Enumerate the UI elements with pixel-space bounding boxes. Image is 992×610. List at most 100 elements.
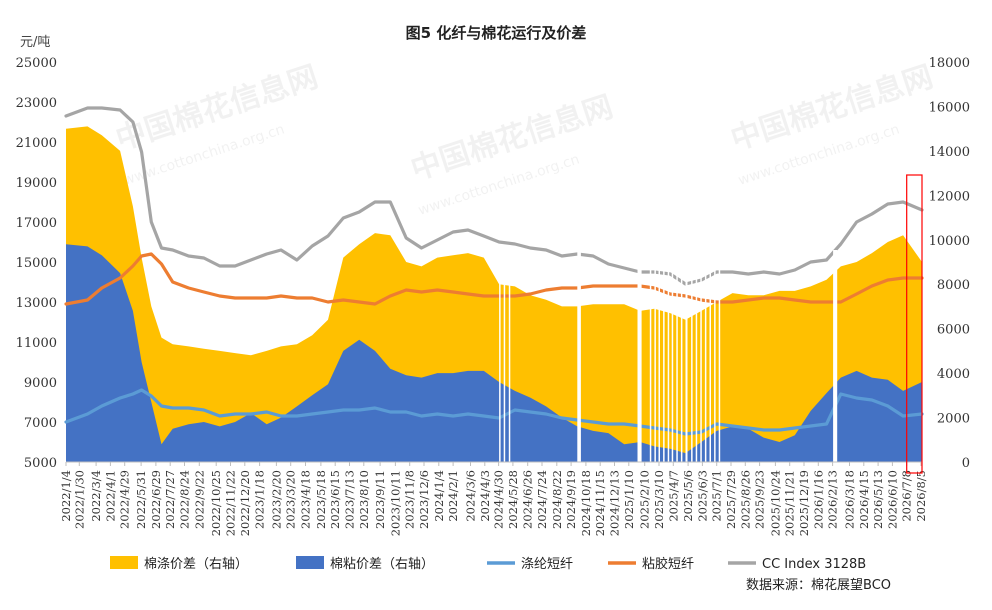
watermark-layer: 中国棉花信息网 www.cottonchina.org.cn 中国棉花信息网 w… bbox=[112, 59, 938, 218]
x-tick-label: 2023/1/18 bbox=[253, 470, 267, 529]
x-tick-label: 2023/11/8 bbox=[403, 470, 417, 529]
x-tick-label: 2023/4/18 bbox=[299, 470, 313, 529]
x-tick-label: 2024/7/24 bbox=[535, 470, 549, 529]
x-tick-label: 2023/5/18 bbox=[314, 470, 328, 529]
x-tick-label: 2026/6/10 bbox=[885, 470, 899, 529]
x-tick-label: 2026/3/18 bbox=[843, 470, 857, 529]
right-tick-label: 4000 bbox=[937, 367, 970, 382]
x-tick-label: 2022/3/4 bbox=[89, 470, 103, 522]
x-tick-label: 2024/5/28 bbox=[506, 470, 520, 529]
right-tick-label: 18000 bbox=[929, 56, 970, 71]
x-tick-label: 2022/11/22 bbox=[224, 470, 238, 536]
x-tick-label: 2025/1/10 bbox=[622, 470, 636, 529]
x-tick-label: 2023/6/15 bbox=[328, 470, 342, 529]
x-tick-label: 2023/12/6 bbox=[417, 470, 431, 529]
data-source-note: 数据来源：棉花展望BCO bbox=[746, 577, 891, 593]
x-tick-label: 2022/6/29 bbox=[149, 470, 163, 529]
data-gap bbox=[503, 250, 506, 462]
left-tick-label: 9000 bbox=[24, 376, 57, 391]
right-tick-label: 2000 bbox=[937, 412, 970, 427]
x-tick-label: 2024/10/18 bbox=[579, 470, 593, 536]
data-gap bbox=[685, 250, 688, 462]
left-tick-label: 19000 bbox=[16, 176, 57, 191]
data-gap bbox=[680, 250, 683, 462]
line-series-layer bbox=[64, 106, 924, 436]
x-tick-label: 2023/2/20 bbox=[269, 470, 283, 529]
x-tick-label: 2022/1/4 bbox=[59, 470, 73, 522]
x-tick-label: 2024/9/19 bbox=[564, 470, 578, 529]
x-tick-label: 2023/10/11 bbox=[388, 470, 402, 536]
legend-label: 棉粘价差（右轴） bbox=[330, 557, 434, 572]
x-axis-ticks: 2022/1/4 2022/1/30 2022/3/4 2022/4/1 2022/4/… bbox=[59, 462, 928, 536]
highlight-box bbox=[906, 174, 923, 474]
x-tick-label: 2024/6/26 bbox=[521, 470, 535, 529]
data-gap bbox=[499, 250, 501, 462]
data-gap bbox=[695, 250, 698, 462]
x-tick-label: 2025/10/24 bbox=[768, 470, 782, 536]
data-gap bbox=[676, 250, 678, 462]
x-tick-label: 2026/4/15 bbox=[857, 470, 871, 529]
x-tick-label: 2022/8/24 bbox=[178, 470, 192, 529]
legend-label: CC Index 3128B bbox=[762, 557, 866, 572]
x-tick-label: 2022/9/22 bbox=[192, 470, 206, 529]
data-gap bbox=[833, 250, 838, 462]
x-tick-label: 2022/5/31 bbox=[134, 470, 148, 529]
area-series-layer bbox=[66, 126, 922, 463]
x-tick-label: 2022/4/29 bbox=[118, 470, 132, 529]
line-series-3 bbox=[64, 252, 924, 306]
right-tick-label: 10000 bbox=[929, 234, 970, 249]
x-tick-label: 2025/5/6 bbox=[681, 470, 695, 522]
left-tick-label: 7000 bbox=[24, 416, 57, 431]
data-gap bbox=[658, 250, 660, 462]
data-gap bbox=[508, 250, 511, 462]
legend-label: 棉涤价差（右轴） bbox=[144, 557, 248, 572]
left-tick-label: 17000 bbox=[16, 216, 57, 231]
x-tick-label: 2023/7/13 bbox=[343, 470, 357, 529]
x-tick-label: 2022/1/30 bbox=[72, 470, 86, 529]
left-tick-label: 11000 bbox=[16, 336, 57, 351]
x-tick-label: 2025/6/3 bbox=[695, 470, 709, 522]
x-tick-label: 2024/4/3 bbox=[478, 470, 492, 522]
area-series-0 bbox=[66, 126, 922, 463]
data-gap bbox=[654, 250, 656, 462]
left-tick-label: 5000 bbox=[24, 456, 57, 471]
line-series-4 bbox=[64, 106, 924, 286]
x-tick-label: 2025/9/23 bbox=[753, 470, 767, 529]
x-tick-label: 2026/2/13 bbox=[826, 470, 840, 529]
data-gap bbox=[637, 250, 642, 462]
x-tick-label: 2026/5/13 bbox=[871, 470, 885, 529]
right-tick-label: 6000 bbox=[937, 323, 970, 338]
chart-title: 图5 化纤与棉花运行及价差 bbox=[406, 24, 587, 42]
x-tick-label: 2022/7/27 bbox=[163, 470, 177, 529]
x-tick-label: 2024/8/22 bbox=[550, 470, 564, 529]
legend: 棉涤价差（右轴） 棉粘价差（右轴） 涤纶短纤 粘胶短纤 CC Index 3128B bbox=[110, 556, 866, 572]
data-gap bbox=[691, 250, 693, 462]
x-tick-label: 2025/7/29 bbox=[724, 470, 738, 529]
missing-data-gaps bbox=[499, 250, 838, 462]
data-gap bbox=[577, 250, 581, 462]
x-tick-label: 2025/11/21 bbox=[783, 470, 797, 536]
x-tick-label: 2025/2/10 bbox=[638, 470, 652, 529]
left-tick-label: 15000 bbox=[16, 256, 57, 271]
right-tick-label: 0 bbox=[962, 456, 970, 471]
x-tick-label: 2025/8/26 bbox=[738, 470, 752, 529]
right-tick-label: 12000 bbox=[929, 189, 970, 204]
x-tick-label: 2024/2/1 bbox=[446, 470, 460, 522]
left-tick-label: 25000 bbox=[16, 56, 57, 71]
data-gap bbox=[671, 250, 674, 462]
x-tick-label: 2025/4/7 bbox=[666, 470, 680, 522]
left-axis-ticks: 5000 7000 9000 11000 13000 15000 17000 19000 210… bbox=[16, 56, 57, 471]
left-tick-label: 13000 bbox=[16, 296, 57, 311]
line-series-2 bbox=[64, 388, 924, 436]
data-gap bbox=[718, 250, 721, 462]
data-gap bbox=[700, 250, 702, 462]
x-tick-label: 2022/4/1 bbox=[103, 470, 117, 522]
right-tick-label: 8000 bbox=[937, 278, 970, 293]
legend-swatch bbox=[296, 556, 324, 569]
x-tick-label: 2023/3/20 bbox=[284, 470, 298, 529]
x-tick-label: 2024/1/4 bbox=[432, 470, 446, 522]
x-tick-label: 2025/7/1 bbox=[710, 470, 724, 522]
x-tick-label: 2022/12/20 bbox=[238, 470, 252, 536]
right-axis-ticks: 0 2000 4000 6000 8000 10000 12000 14000 16000 180… bbox=[929, 56, 970, 471]
